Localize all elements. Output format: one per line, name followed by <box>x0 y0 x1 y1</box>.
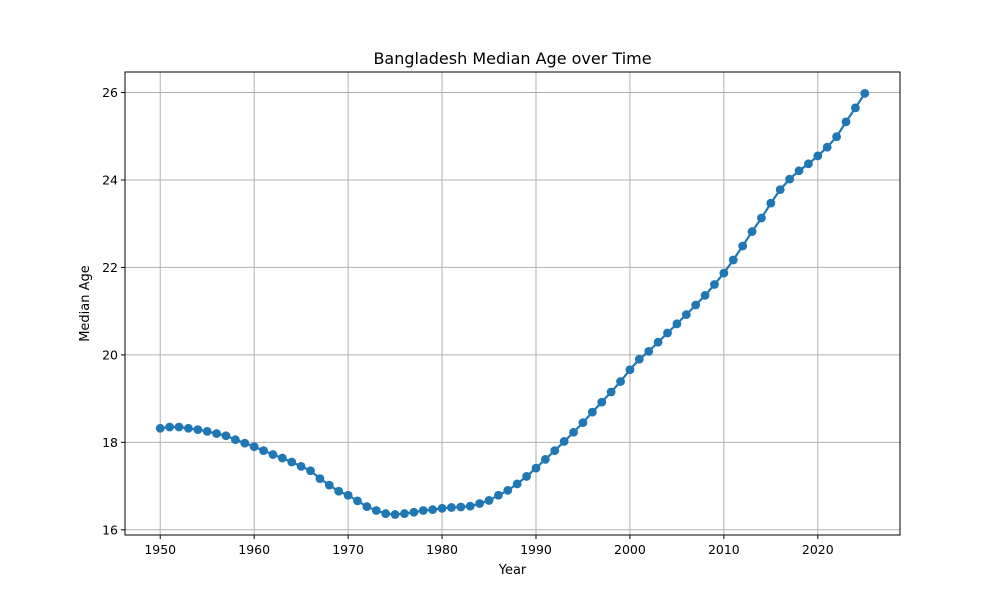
data-point <box>719 268 729 278</box>
data-point <box>757 213 766 223</box>
x-tick-label: 1950 <box>144 542 176 557</box>
data-point <box>587 407 597 417</box>
data-point <box>456 502 466 512</box>
x-tick-label: 2020 <box>802 542 834 557</box>
data-point <box>287 457 297 467</box>
y-tick-label: 16 <box>102 522 118 537</box>
data-point <box>728 255 738 265</box>
data-point <box>400 509 409 518</box>
data-point <box>569 427 578 437</box>
y-tick-label: 22 <box>102 260 118 275</box>
data-point <box>240 438 250 448</box>
data-point <box>578 418 588 428</box>
data-point <box>306 466 315 476</box>
data-point <box>794 166 804 176</box>
data-point <box>804 159 813 169</box>
x-tick-label: 1990 <box>520 542 552 557</box>
data-point <box>540 454 550 464</box>
data-point <box>691 300 701 310</box>
data-point <box>381 509 391 518</box>
data-point <box>353 496 362 506</box>
data-point <box>465 501 475 511</box>
data-point <box>409 507 419 517</box>
data-point <box>681 310 691 320</box>
plot-frame <box>124 71 901 536</box>
data-point <box>249 442 259 452</box>
data-point <box>418 506 428 515</box>
data-point <box>371 506 381 515</box>
data-point <box>428 505 438 515</box>
x-tick-label: 1980 <box>426 542 458 557</box>
data-point <box>850 103 860 113</box>
data-point <box>550 446 560 456</box>
data-point <box>766 198 776 208</box>
data-point <box>184 423 193 433</box>
data-point <box>315 474 325 484</box>
data-point <box>268 450 278 459</box>
tick-layer: 1950 1960 1970 1980 1990 2000 2010 2020 16 18 20 22… <box>102 85 834 557</box>
x-tick-label: 1970 <box>332 542 364 557</box>
y-tick-label: 24 <box>102 172 118 187</box>
data-point <box>531 463 541 473</box>
data-point <box>663 328 672 338</box>
data-point <box>155 423 165 433</box>
data-point <box>390 510 400 519</box>
data-point <box>625 365 635 375</box>
data-point <box>822 142 832 152</box>
data-point <box>221 431 231 441</box>
data-point <box>634 354 644 364</box>
data-point <box>832 132 841 142</box>
y-tick-label: 20 <box>102 347 118 362</box>
data-point <box>165 422 175 432</box>
x-tick-label: 1960 <box>238 542 270 557</box>
data-point <box>653 337 663 347</box>
data-point <box>230 435 240 445</box>
data-point <box>841 117 851 127</box>
data-point <box>747 227 757 236</box>
data-point <box>503 486 513 495</box>
data-point <box>644 346 654 356</box>
data-point <box>447 503 456 512</box>
chart-title: Bangladesh Median Age over Time <box>373 49 651 68</box>
data-point <box>597 397 607 407</box>
data-point <box>202 426 212 436</box>
series-layer <box>155 89 870 519</box>
data-point <box>362 502 372 511</box>
y-tick-label: 18 <box>102 435 118 450</box>
data-point <box>494 490 503 500</box>
data-point <box>700 291 710 300</box>
data-point <box>785 174 795 184</box>
data-point <box>522 472 531 481</box>
data-point <box>606 387 616 397</box>
data-point <box>296 461 306 471</box>
data-point <box>334 486 344 496</box>
series-line <box>160 92 866 516</box>
x-tick-label: 2000 <box>614 542 646 557</box>
data-point <box>475 499 485 508</box>
data-point <box>512 479 522 489</box>
data-point <box>860 89 870 98</box>
data-point <box>672 319 682 329</box>
x-axis-label: Year <box>498 563 527 578</box>
data-point <box>738 241 748 251</box>
y-axis-label: Median Age <box>78 265 93 342</box>
y-tick-label: 26 <box>102 85 118 100</box>
data-point <box>484 496 494 505</box>
data-point <box>710 280 719 289</box>
data-point <box>437 503 447 513</box>
grid-layer <box>125 72 900 535</box>
data-point <box>324 480 334 490</box>
data-point <box>616 377 625 386</box>
data-point <box>559 437 569 446</box>
data-point <box>193 425 203 435</box>
data-point <box>813 151 823 161</box>
data-point <box>775 185 785 195</box>
data-point <box>259 446 268 456</box>
x-tick-label: 2010 <box>708 542 740 557</box>
data-point <box>174 422 184 432</box>
data-point <box>343 490 353 500</box>
data-point <box>212 429 221 438</box>
data-point <box>277 453 287 463</box>
